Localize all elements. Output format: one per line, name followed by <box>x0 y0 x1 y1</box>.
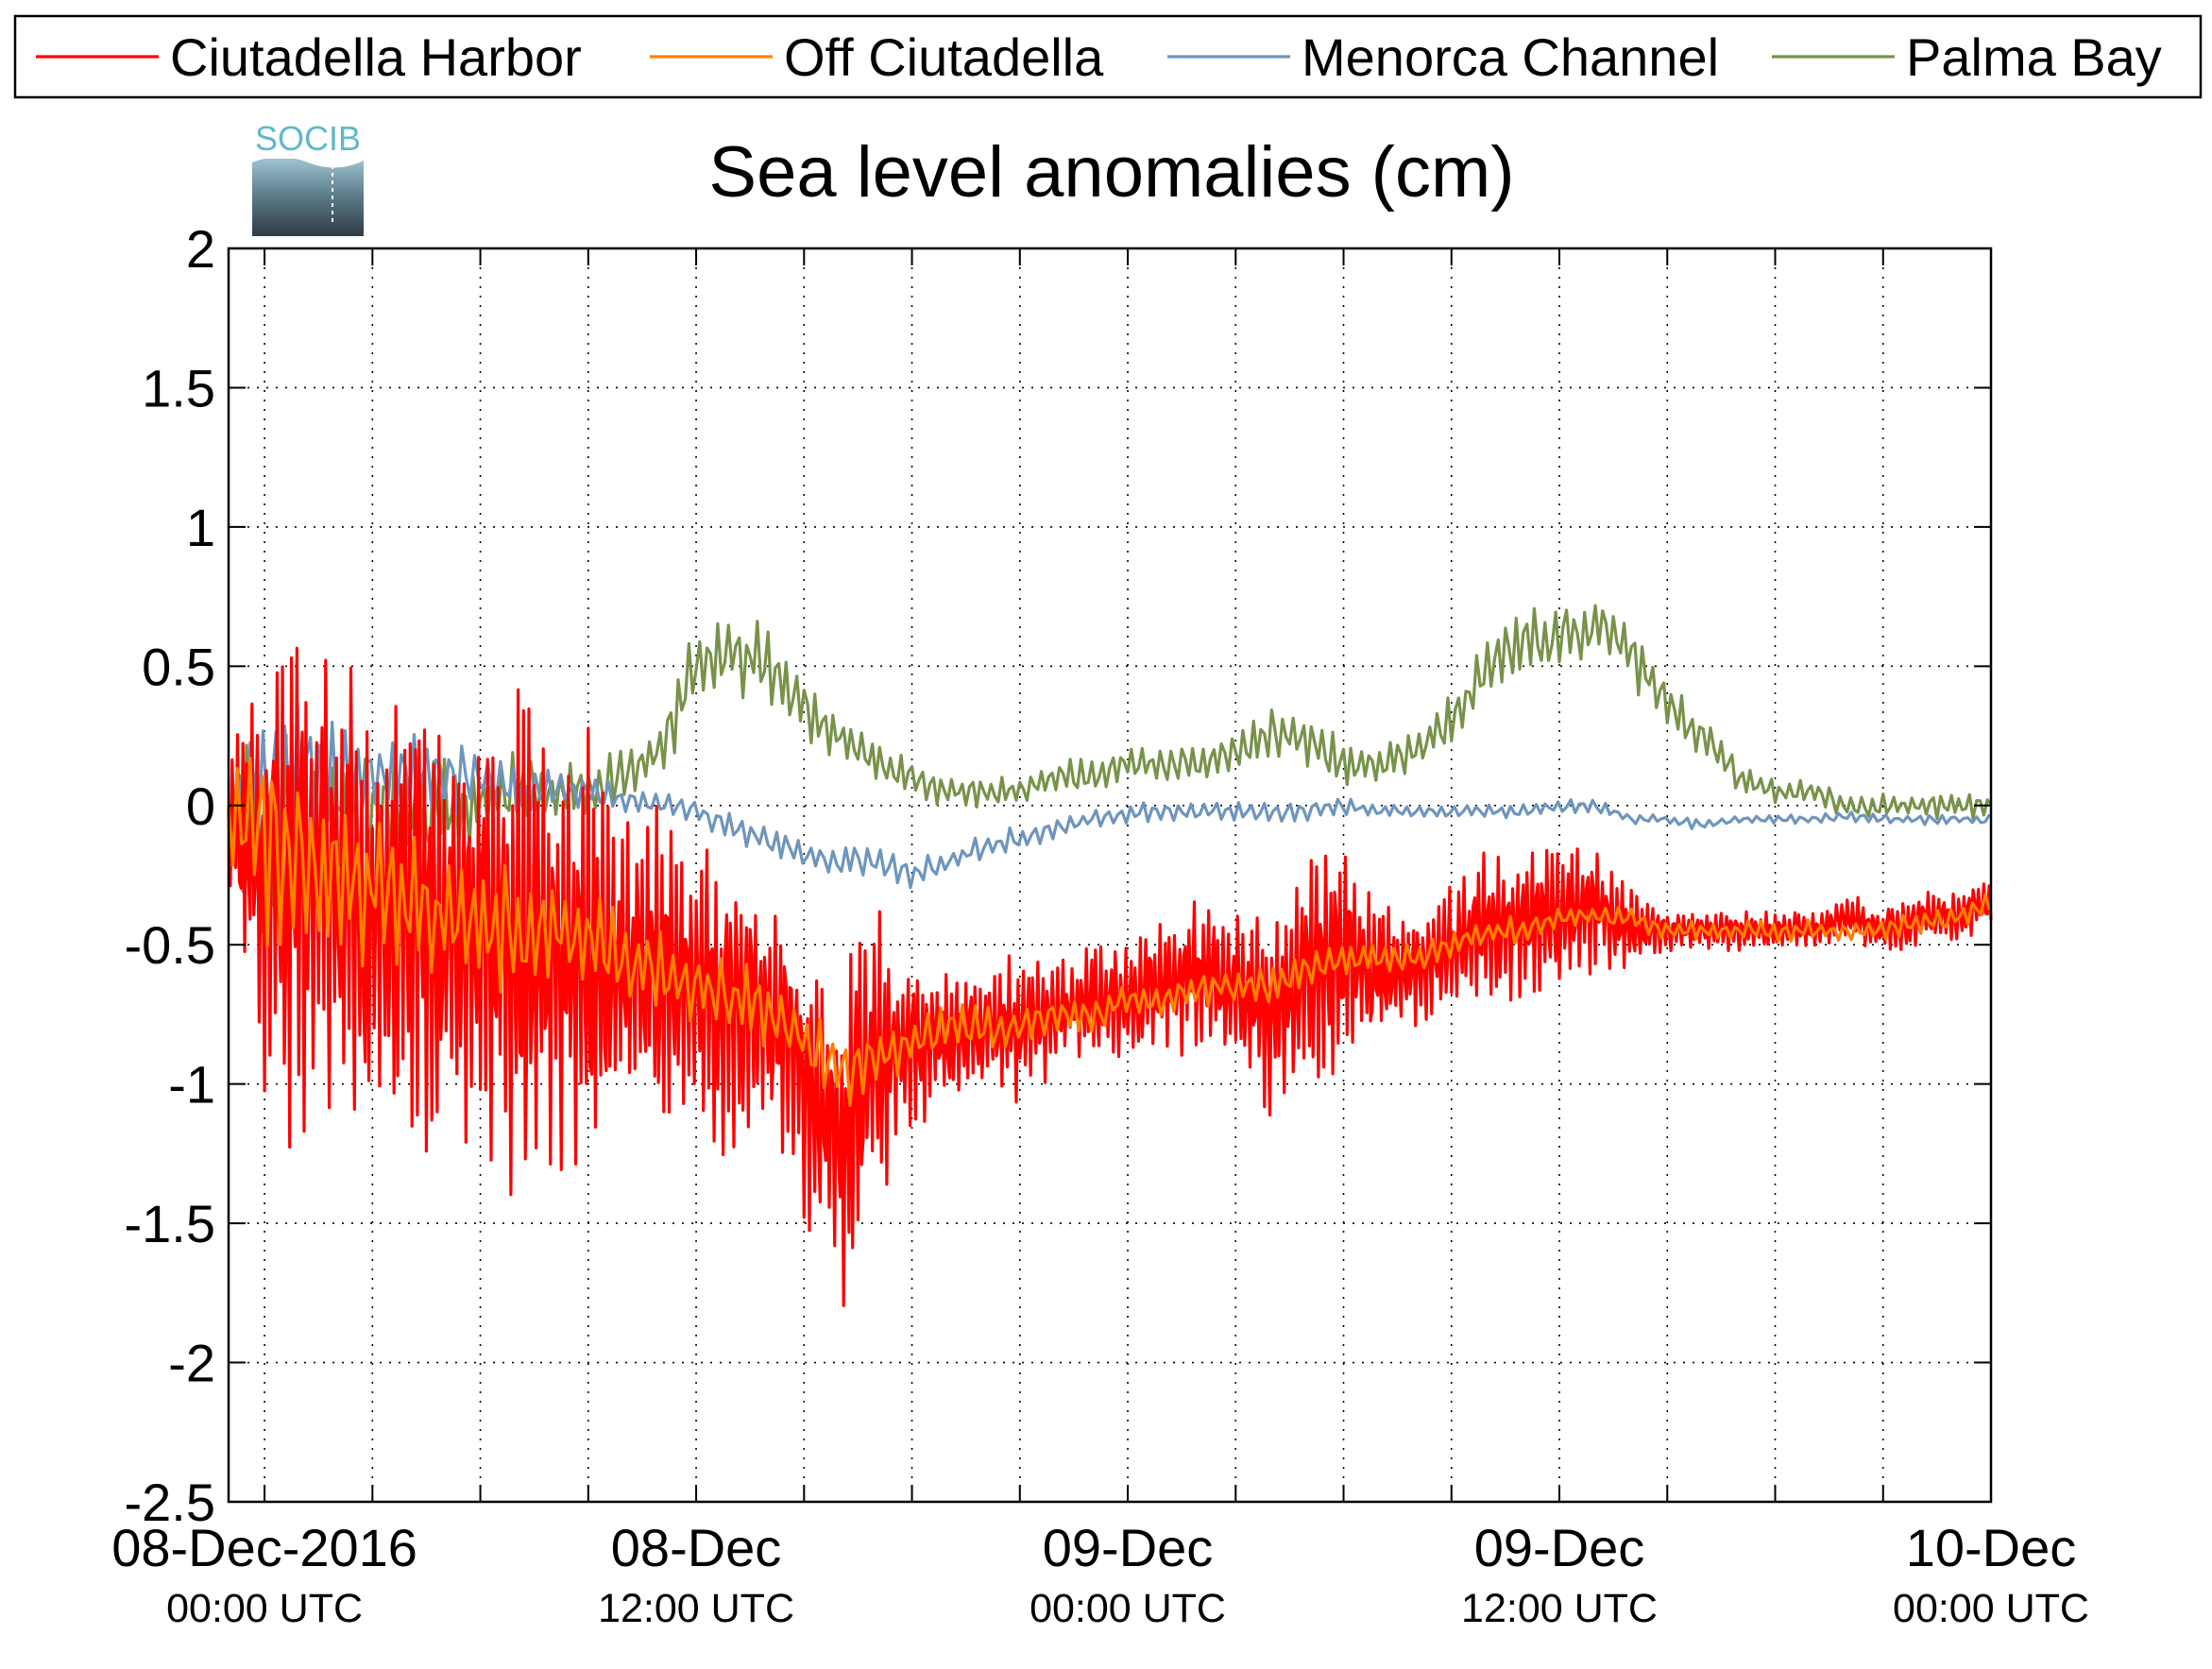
x-tick-label: 08-Dec <box>611 1518 782 1577</box>
x-tick-sublabel: 12:00 UTC <box>1461 1586 1658 1631</box>
y-tick-label: -2.5 <box>125 1473 216 1532</box>
y-tick-label: 1.5 <box>142 358 215 417</box>
x-tick-sublabel: 00:00 UTC <box>166 1586 363 1631</box>
legend-label: Ciutadella Harbor <box>170 27 582 87</box>
x-tick-sublabel: 12:00 UTC <box>598 1586 794 1631</box>
socib-logo: SOCIB <box>252 119 364 236</box>
plot-area: -2.5 -2 -1.5 -1 -0.5 0 0.5 1 1.5 2 08-Dec-2016 00:… <box>111 219 2089 1631</box>
y-tick-label: 0.5 <box>142 637 215 696</box>
legend-label: Palma Bay <box>1906 27 2162 87</box>
y-tick-label: -2 <box>168 1334 215 1393</box>
x-tick-sublabel: 00:00 UTC <box>1029 1586 1226 1631</box>
y-tick-label: 1 <box>186 498 215 557</box>
y-tick-label: 0 <box>186 776 215 836</box>
legend-label: Off Ciutadella <box>784 27 1104 87</box>
y-tick-label: -0.5 <box>125 915 216 975</box>
chart-title: Sea level anomalies (cm) <box>708 132 1514 213</box>
y-axis-tick-labels: -2.5 -2 -1.5 -1 -0.5 0 0.5 1 1.5 2 <box>125 219 216 1532</box>
axis-ticks <box>229 247 1992 1503</box>
x-axis-tick-labels: 08-Dec-2016 00:00 UTC 08-Dec 12:00 UTC 09-De… <box>111 1518 2089 1631</box>
x-tick-label: 08-Dec-2016 <box>111 1518 417 1577</box>
y-tick-label: -1 <box>168 1055 215 1115</box>
x-tick-label: 09-Dec <box>1474 1518 1645 1577</box>
legend-label: Menorca Channel <box>1302 27 1719 87</box>
x-tick-label: 10-Dec <box>1906 1518 2077 1577</box>
x-tick-sublabel: 00:00 UTC <box>1893 1586 2089 1631</box>
x-tick-label: 09-Dec <box>1043 1518 1214 1577</box>
y-tick-label: 2 <box>186 219 215 279</box>
series-line-off-ciutadella <box>227 757 1992 1107</box>
y-tick-label: -1.5 <box>125 1194 216 1253</box>
logo-text: SOCIB <box>255 119 361 158</box>
series-lines <box>227 604 1993 1307</box>
plot-frame <box>227 247 1993 1504</box>
legend: Ciutadella Harbor Off Ciutadella Menorca C… <box>13 14 2203 99</box>
